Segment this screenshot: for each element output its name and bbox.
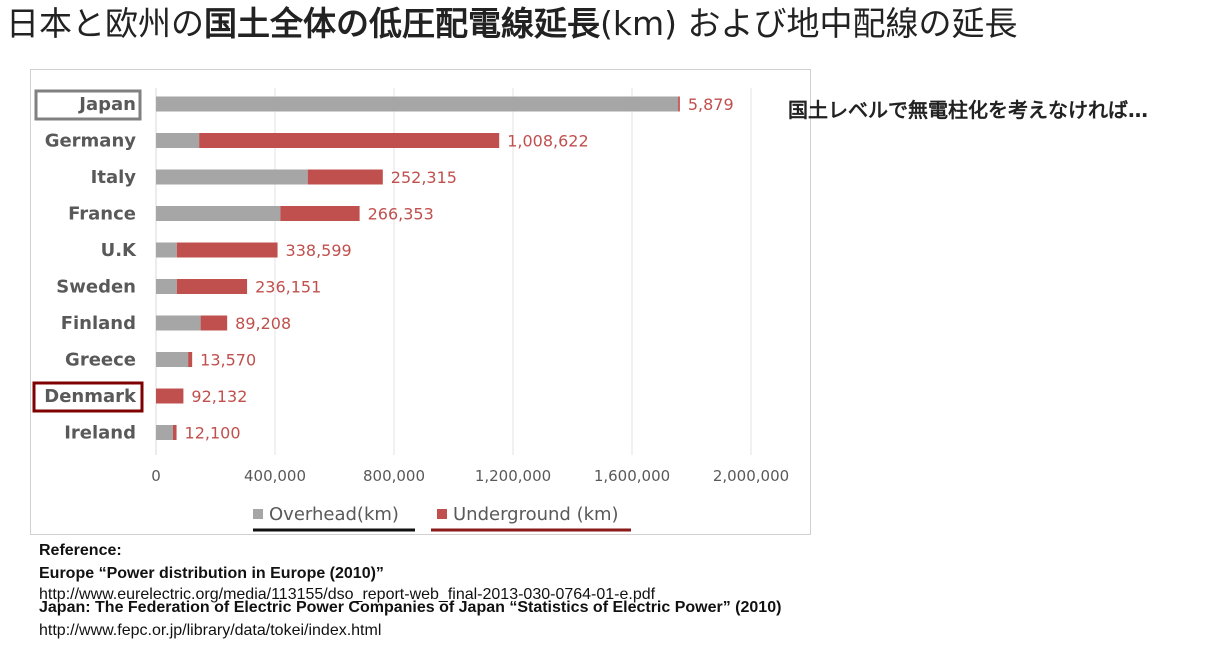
reference-europe-url[interactable]: http://www.eurelectric.org/media/113155/… [39,586,656,603]
bar-underground-sweden [176,279,248,294]
category-label-france: France [68,204,136,225]
x-tick-label: 400,000 [244,467,306,485]
bar-overhead-germany [156,133,200,148]
bar-underground-ireland [172,425,177,440]
category-label-sweden: Sweden [56,277,136,298]
data-label: 12,100 [185,424,241,443]
reference-japan-url[interactable]: http://www.fepc.or.jp/library/data/tokei… [39,622,382,639]
bar-overhead-greece [156,352,189,367]
title-part-3: (km) および地中配線の延長 [600,4,1018,43]
title-part-1: 日本と欧州の [6,4,204,43]
side-note: 国土レベルで無電柱化を考えなければ… [788,98,1148,122]
bar-overhead-japan [156,96,679,112]
data-label: 5,879 [688,95,734,114]
category-label-denmark: Denmark [44,386,137,407]
bar-underground-greece [188,352,193,367]
bar-overhead-finland [156,315,201,331]
title-part-2-bold: 国土全体の低圧配電線延長 [204,4,600,43]
bar-overhead-france [156,206,281,221]
highlight-box-denmark [32,381,144,413]
data-label: 13,570 [200,351,256,370]
data-label: 1,008,622 [507,132,588,151]
category-label-ireland: Ireland [64,423,136,444]
bar-underground-uk [176,242,278,258]
data-label: 338,599 [286,241,352,260]
x-tick-label: 0 [151,467,161,485]
legend-label-underground: Underground (km) [453,504,619,525]
reference-japan: Japan: The Federation of Electric Power … [39,599,782,616]
x-tick-label: 800,000 [363,467,425,485]
x-tick-label: 1,200,000 [475,467,551,485]
x-tick-label: 2,000,000 [713,467,789,485]
bar-underground-denmark [156,388,184,404]
data-label: 89,208 [235,314,291,333]
reference-heading: Reference: [39,542,122,559]
data-label: 266,353 [368,205,434,224]
bar-underground-italy [307,169,383,185]
page-title: 日本と欧州の国土全体の低圧配電線延長(km) および地中配線の延長 [6,2,1018,46]
bar-overhead-uk [156,242,177,258]
highlight-box-japan [34,89,142,121]
legend-swatch-overhead [253,509,263,519]
bar-underground-japan [678,96,680,112]
legend-swatch-underground [437,509,447,519]
chart-frame: 0 400,000 800,000 1,200,000 1,600,000 2,000,0… [30,69,811,535]
data-label: 92,132 [191,387,247,406]
stacked-bar-chart: 0 400,000 800,000 1,200,000 1,600,000 2,000,0… [32,88,789,532]
x-tick-label: 1,600,000 [594,467,670,485]
legend-label-overhead: Overhead(km) [269,504,399,525]
data-label: 252,315 [391,168,457,187]
bar-underground-finland [200,315,228,331]
bar-overhead-sweden [156,279,177,294]
reference-europe: Europe “Power distribution in Europe (20… [39,565,384,582]
category-label-germany: Germany [45,131,137,152]
category-label-italy: Italy [91,167,137,188]
bar-underground-france [280,206,360,221]
bar-overhead-italy [156,169,308,185]
category-label-uk: U.K [101,240,137,261]
bar-underground-germany [199,133,500,148]
category-label-finland: Finland [61,313,136,334]
data-label: 236,151 [255,278,321,297]
category-label-greece: Greece [65,350,136,371]
bar-overhead-ireland [156,425,173,440]
category-label-japan: Japan [77,94,136,115]
